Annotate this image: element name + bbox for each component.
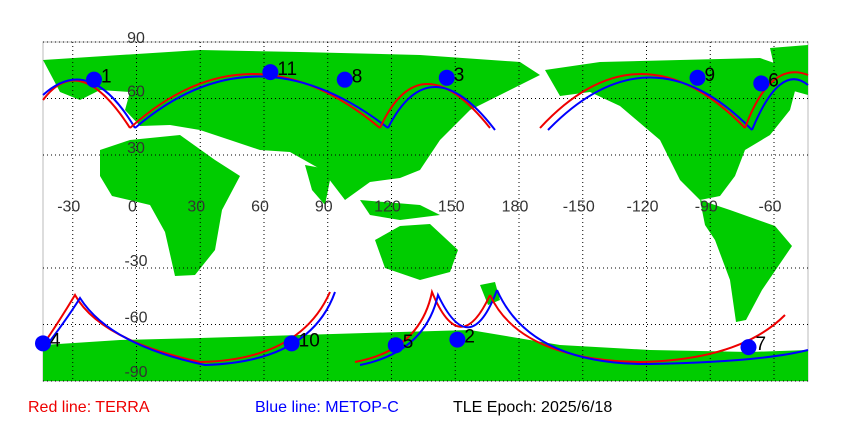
point-label: 4 [50, 330, 61, 351]
north-america [545, 58, 800, 200]
point-label: 11 [277, 59, 297, 80]
lon-label: 120 [374, 199, 401, 216]
metop-track [134, 75, 389, 129]
lat-label: -90 [124, 364, 147, 381]
metop-track [547, 76, 753, 131]
metop-track [387, 86, 496, 131]
legend-metop: Blue line: METOP-C [255, 399, 399, 416]
metop-track [751, 78, 809, 131]
land [43, 45, 808, 381]
satellite-point [438, 69, 455, 86]
africa [100, 135, 240, 276]
terra-track [379, 83, 491, 129]
point-label: 9 [705, 65, 716, 86]
india [305, 165, 332, 205]
indonesia [360, 200, 440, 220]
satellite-point [449, 331, 466, 348]
lon-label: 0 [128, 199, 137, 216]
lon-label: -30 [57, 199, 80, 216]
satellite-point [689, 69, 706, 86]
lon-label: 180 [502, 199, 529, 216]
satellite-point [387, 337, 404, 354]
lon-label: 30 [187, 199, 205, 216]
satellite-point [86, 71, 102, 88]
terra-track [354, 288, 491, 363]
metop-track [42, 291, 336, 367]
metop-track [496, 289, 809, 366]
point-label: 7 [756, 334, 767, 355]
lat-label: -60 [124, 310, 147, 327]
lon-label: 90 [315, 199, 333, 216]
lon-label: -60 [758, 199, 781, 216]
satellite-point [35, 335, 51, 352]
point-label: 3 [454, 65, 465, 86]
point-label: 8 [352, 67, 363, 88]
satellite-point [336, 71, 353, 88]
lat-label: -30 [124, 253, 147, 270]
terra-track [744, 71, 809, 129]
point-label: 10 [299, 330, 320, 351]
lon-label: -120 [626, 199, 658, 216]
legend-epoch: TLE Epoch: 2025/6/18 [453, 399, 612, 416]
lon-label: 150 [438, 199, 465, 216]
antarctica [43, 330, 808, 381]
lat-label: 90 [127, 30, 145, 47]
lat-label: 30 [127, 140, 145, 157]
eurasia [43, 50, 540, 200]
new-zealand [480, 282, 500, 305]
legend-terra: Red line: TERRA [28, 399, 150, 416]
satellite-point [740, 339, 757, 356]
lon-label: -90 [695, 199, 718, 216]
satellite-point [262, 64, 279, 81]
greenland [770, 45, 808, 95]
points: 1 2 3 4 5 6 7 8 9 10 11 [35, 59, 779, 355]
point-label: 2 [464, 327, 475, 348]
lat-label: 60 [127, 84, 145, 101]
graticule: -30 0 30 60 90 120 150 180 -150 -120 -90 -60 90 60 30 -… [43, 30, 808, 382]
terra-track [42, 79, 131, 129]
lon-label: 60 [251, 199, 269, 216]
satellite-point [753, 75, 770, 92]
terra-track [539, 73, 746, 129]
satellite-point [283, 335, 300, 352]
point-label: 1 [101, 67, 112, 88]
point-label: 6 [768, 70, 779, 91]
south-america [700, 200, 792, 322]
lon-label: -150 [563, 199, 595, 216]
point-label: 5 [403, 332, 414, 353]
australia [375, 224, 458, 280]
terra-track [129, 73, 381, 129]
